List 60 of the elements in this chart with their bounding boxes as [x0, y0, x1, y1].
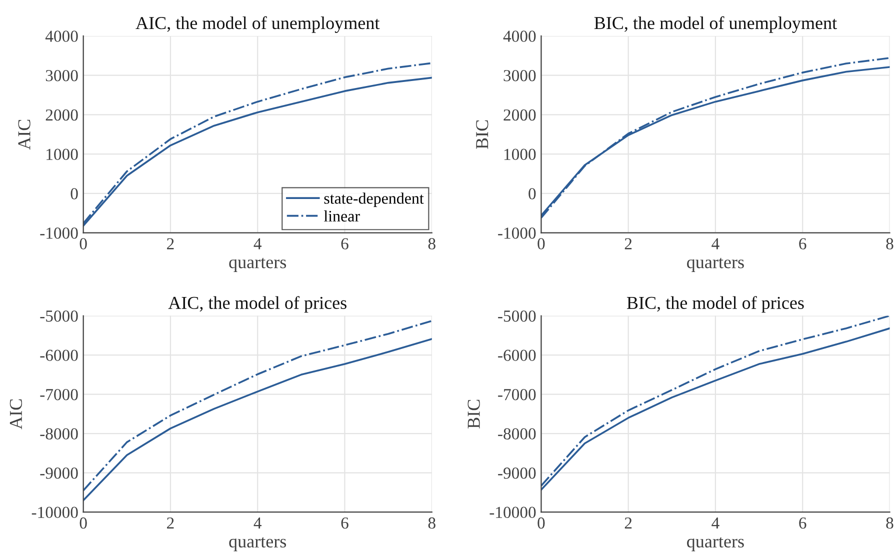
x-tick-label: 2: [167, 517, 174, 529]
y-tick-label: -5000: [498, 310, 536, 322]
y-tick-label: -9000: [40, 468, 78, 479]
x-tick-label: 4: [254, 238, 262, 250]
x-tick-label: 6: [799, 238, 806, 250]
x-tick-label: 2: [624, 238, 632, 250]
y-axis-title: BIC: [476, 120, 488, 149]
x-tick-label: 8: [886, 517, 894, 529]
y-tick-label: -9000: [498, 468, 536, 479]
x-tick-label: 4: [254, 518, 262, 529]
x-tick-label: 6: [341, 517, 348, 529]
y-tick-label: 1000: [504, 148, 536, 160]
y-axis-title: AIC: [10, 399, 22, 430]
y-tick-label: -7000: [498, 388, 536, 400]
y-tick-label: -5000: [40, 310, 78, 322]
y-tick-label: -1000: [40, 228, 78, 239]
x-tick-label: 6: [799, 517, 806, 529]
x-axis-title: quarters: [687, 258, 744, 272]
y-tick-label: -8000: [40, 428, 78, 440]
y-tick-label: -6000: [498, 350, 536, 361]
y-axis-title: BIC: [468, 400, 480, 428]
x-tick-label: 0: [80, 238, 87, 250]
x-tick-label: 2: [624, 517, 632, 529]
x-axis-title: quarters: [229, 537, 286, 552]
legend-label: linear: [324, 210, 360, 222]
y-tick-label: 2000: [504, 109, 536, 121]
x-tick-label: 0: [80, 517, 87, 529]
x-tick-label: 8: [428, 517, 436, 529]
chart-title: AIC, the model of prices: [168, 296, 346, 313]
x-tick-label: 0: [538, 517, 545, 529]
x-axis-title: quarters: [687, 537, 744, 552]
y-tick-label: -7000: [40, 388, 78, 400]
y-tick-label: 2000: [46, 109, 78, 121]
y-tick-label: 1000: [46, 148, 78, 160]
x-tick-label: 6: [341, 238, 348, 250]
y-tick-label: -10000: [32, 506, 78, 518]
y-tick-label: -8000: [498, 428, 536, 440]
legend-label: state-dependent: [324, 192, 424, 208]
x-tick-label: 0: [538, 238, 545, 250]
line-series: [83, 338, 432, 502]
chart-title: AIC, the model of unemployment: [136, 16, 380, 33]
x-tick-label: 4: [712, 518, 720, 529]
x-tick-label: 8: [428, 238, 436, 250]
y-tick-label: -6000: [40, 350, 78, 361]
x-tick-label: 4: [712, 238, 720, 250]
y-tick-label: 3000: [504, 70, 536, 82]
x-axis-title: quarters: [229, 258, 286, 272]
chart-title: BIC, the model of prices: [626, 296, 804, 313]
y-tick-label: 0: [528, 188, 536, 200]
x-tick-label: 8: [886, 238, 894, 250]
y-tick-label: 3000: [46, 70, 78, 82]
line-series: [83, 320, 432, 492]
y-tick-label: -10000: [490, 506, 536, 518]
chart-title: BIC, the model of unemployment: [594, 16, 837, 33]
y-tick-label: 4000: [45, 30, 78, 42]
y-axis-title: AIC: [18, 120, 30, 150]
x-tick-label: 2: [167, 238, 174, 250]
y-tick-label: 0: [70, 188, 78, 200]
y-tick-label: 4000: [503, 30, 536, 42]
y-tick-label: -1000: [498, 228, 536, 239]
